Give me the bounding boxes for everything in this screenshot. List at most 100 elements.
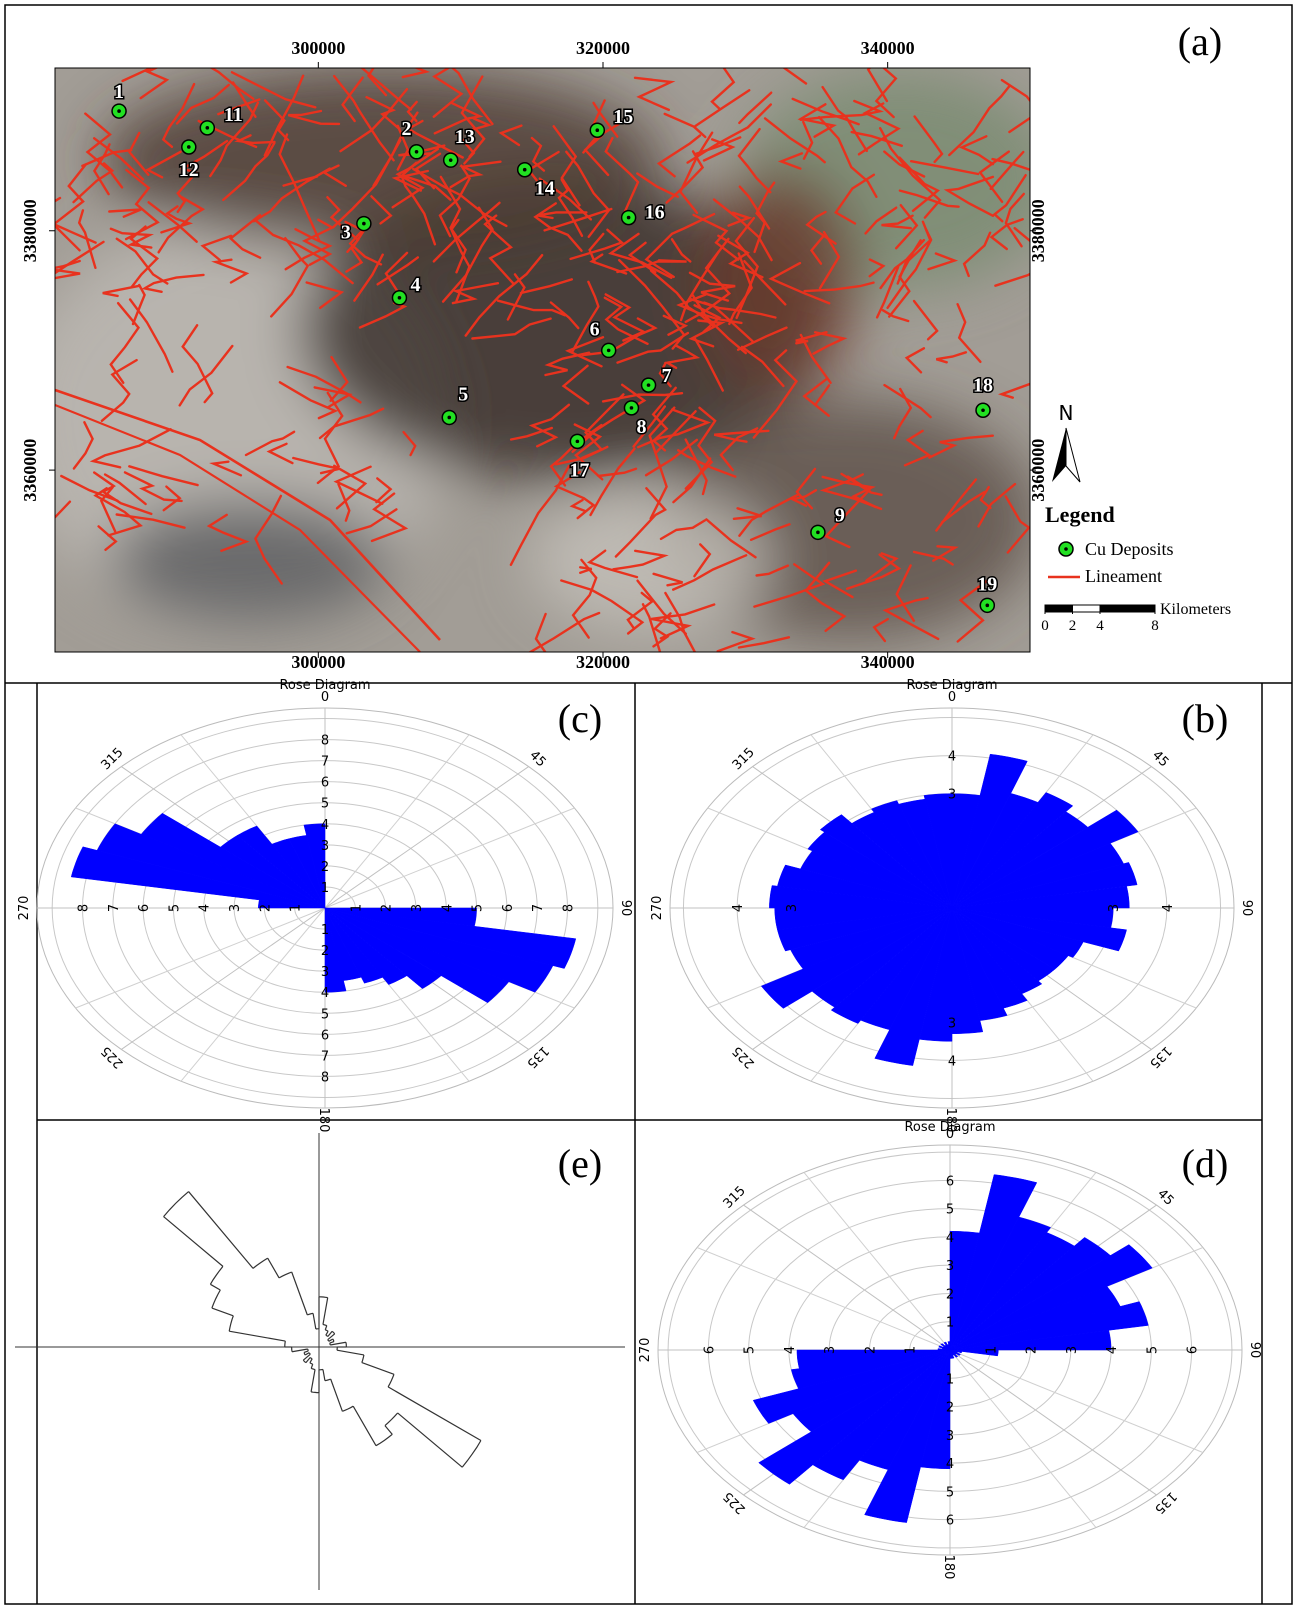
cu-deposit-center	[362, 222, 366, 226]
outline-arc	[325, 1379, 331, 1381]
scale-unit: Kilometers	[1160, 601, 1231, 618]
deposit-label: 9	[835, 504, 845, 526]
outline-connector	[362, 1363, 394, 1375]
r-tick-label: 6	[946, 1514, 954, 1529]
outline-connector	[304, 1351, 308, 1353]
outline-connector	[292, 1272, 308, 1315]
cu-deposit-center	[187, 145, 191, 149]
legend-label: Cu Deposits	[1085, 539, 1174, 559]
r-tick-label: 7	[321, 1049, 329, 1064]
outline-arc	[346, 1342, 347, 1347]
deposit-label: 11	[224, 104, 243, 126]
deposit-label: 16	[645, 202, 665, 224]
outline-connector	[325, 1326, 327, 1330]
scale-label: 4	[1096, 618, 1104, 634]
outline-connector	[311, 1369, 315, 1391]
angle-label: 90	[618, 900, 633, 917]
r-tick-label: 7	[107, 904, 122, 912]
y-tick-label: 3360000	[20, 439, 40, 502]
outline-connector	[164, 1217, 223, 1267]
outline-arc	[326, 1335, 328, 1336]
x-tick-label: 320000	[576, 38, 630, 58]
r-tick-label: 3	[785, 904, 800, 912]
spoke	[950, 1350, 1203, 1453]
outline-connector	[305, 1353, 309, 1355]
angle-grid	[744, 1205, 950, 1350]
r-tick-label: 3	[948, 1016, 956, 1031]
angle-label: 315	[730, 745, 758, 773]
angle-label: 90	[1247, 1342, 1262, 1359]
outline-arc	[328, 1340, 329, 1342]
angle-label: 180	[941, 1555, 956, 1580]
outline-connector	[398, 1413, 463, 1467]
cu-deposit-center	[415, 150, 419, 154]
north-arrow	[1066, 428, 1080, 482]
cu-deposit-center	[647, 383, 651, 387]
outline-arc	[319, 1297, 328, 1298]
cu-deposit-center	[447, 416, 451, 420]
r-tick-label: 1	[289, 904, 304, 912]
deposit-label: 6	[590, 318, 600, 340]
r-tick-label: 6	[321, 1028, 329, 1043]
deposit-label: 12	[179, 159, 199, 181]
panel-label: (e)	[558, 1141, 602, 1186]
r-tick-label: 5	[471, 904, 486, 912]
deposit-label: 15	[613, 106, 633, 128]
panel-label: (b)	[1182, 696, 1229, 741]
outline-arc	[310, 1358, 312, 1359]
r-tick-label: 3	[948, 788, 956, 803]
r-tick-label: 2	[863, 1346, 878, 1354]
deposit-label: 19	[977, 573, 997, 595]
angle-label: 270	[17, 896, 32, 921]
outline-arc	[385, 1413, 398, 1426]
r-tick-label: 4	[783, 1346, 798, 1354]
outline-connector	[229, 1331, 285, 1341]
spoke	[325, 735, 469, 908]
deposit-label: 5	[458, 383, 468, 405]
scale-label: 0	[1041, 618, 1049, 634]
r-tick-label: 1	[321, 881, 329, 896]
outline-connector	[210, 1284, 220, 1290]
north-arrow	[1052, 428, 1066, 482]
outline-connector	[212, 1308, 233, 1316]
outline-arc	[308, 1349, 309, 1351]
r-tick-label: 2	[946, 1401, 954, 1416]
r-tick-label: 5	[743, 1346, 758, 1354]
r-tick-label: 2	[258, 904, 273, 912]
cu-deposit-center	[576, 440, 580, 444]
cu-deposit-center	[595, 128, 599, 132]
scale-segment	[1100, 605, 1155, 612]
r-tick-label: 5	[167, 904, 182, 912]
r-tick-label: 4	[946, 1231, 954, 1246]
r-tick-label: 4	[1105, 1346, 1120, 1354]
r-tick-label: 2	[321, 944, 329, 959]
angle-label: 315	[98, 745, 126, 773]
outline-connector	[189, 1192, 253, 1269]
outline-arc	[253, 1258, 268, 1268]
r-tick-label: 3	[321, 965, 329, 980]
r-tick-label: 2	[946, 1287, 954, 1302]
spoke	[181, 908, 325, 1081]
outline-connector	[388, 1387, 481, 1441]
x-tick-label: 300000	[291, 38, 345, 58]
r-tick-label: 1	[984, 1346, 999, 1354]
angle-label: 0	[321, 690, 329, 705]
deposit-label: 4	[410, 274, 420, 296]
outline-arc	[279, 1272, 292, 1278]
r-tick-label: 2	[1025, 1346, 1040, 1354]
angle-label: 270	[650, 896, 665, 921]
outline-connector	[311, 1364, 313, 1368]
legend-label: Lineament	[1085, 566, 1162, 586]
legend-symbol	[1064, 547, 1068, 551]
scale-label: 2	[1069, 618, 1077, 634]
outline-arc	[311, 1392, 319, 1393]
r-tick-label: 4	[321, 986, 329, 1001]
angle-label: 225	[730, 1043, 758, 1071]
angle-label: 90	[1239, 900, 1254, 917]
deposit-label: 1	[114, 81, 124, 103]
north-label: N	[1059, 401, 1074, 425]
r-tick-label: 1	[321, 923, 329, 938]
r-tick-label: 4	[948, 1054, 956, 1069]
r-tick-label: 4	[731, 904, 746, 912]
r-tick-label: 1	[946, 1372, 954, 1387]
